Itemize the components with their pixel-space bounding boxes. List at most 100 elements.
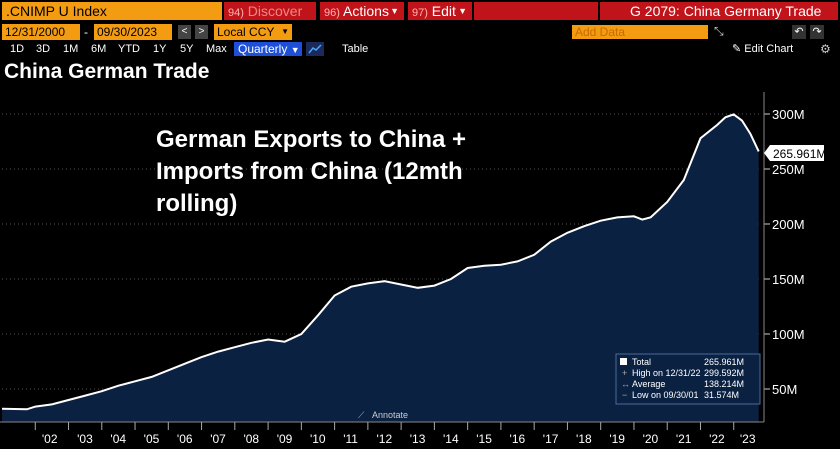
range-dash: - xyxy=(84,25,88,39)
x-tick-label: '08 xyxy=(243,432,259,446)
x-tick-label: '15 xyxy=(476,432,492,446)
last-value-tag-shape xyxy=(764,145,824,161)
period-1m[interactable]: 1M xyxy=(63,43,79,55)
annotate-label: Annotate xyxy=(372,410,408,420)
add-data-input[interactable]: Add Data xyxy=(572,25,708,39)
legend-value-total: 265.961M xyxy=(704,357,744,367)
currency-select[interactable]: Local CCY ▼ xyxy=(214,24,292,40)
x-axis: '02 '03 '04 '05 '06 '07 '08 '09 '10 '11 '12 '13 '14 '… xyxy=(0,421,764,446)
x-tick-label: '12 xyxy=(376,432,392,446)
annotation-line-2: Imports from China (12mth xyxy=(156,158,463,185)
period-1y[interactable]: 1Y xyxy=(153,43,167,55)
frequency-caret-icon: ▼ xyxy=(290,45,300,55)
annotate-icon: ⟋ xyxy=(358,410,365,420)
annotation-line-1: German Exports to China + xyxy=(156,126,466,153)
legend-label-high: High on 12/31/22 xyxy=(632,368,701,378)
frequency-value: Quarterly xyxy=(238,42,288,56)
y-tick-label: 200M xyxy=(772,217,805,232)
x-tick-label: '11 xyxy=(343,432,358,446)
y-axis: 50M 100M 150M 200M 250M 300M xyxy=(763,92,805,422)
period-1d[interactable]: 1D xyxy=(10,43,25,55)
x-tick-label: '06 xyxy=(177,432,193,446)
x-tick-label: '13 xyxy=(410,432,426,446)
legend-average-icon: ↔ xyxy=(621,379,630,389)
edit-label: Edit xyxy=(431,3,456,19)
y-tick-label: 300M xyxy=(772,107,805,122)
x-tick-label: '20 xyxy=(643,432,659,446)
x-tick-label: '09 xyxy=(277,432,293,446)
command-bar: .CNIMP U Index 94) Discover 96) Actions … xyxy=(0,0,840,22)
actions-shortcut: 96) xyxy=(324,7,340,19)
series-line xyxy=(1,113,760,411)
start-date-input[interactable]: 12/31/2000 xyxy=(2,24,80,40)
table-button[interactable]: Table xyxy=(342,43,369,55)
period-5y[interactable]: 5Y xyxy=(180,43,194,55)
edit-chart-button[interactable]: ✎ Edit Chart xyxy=(732,42,793,56)
legend-value-high: 299.592M xyxy=(704,368,744,378)
x-tick-label: '07 xyxy=(210,432,226,446)
discover-button[interactable]: 94) Discover xyxy=(224,2,316,20)
legend-swatch xyxy=(620,358,627,365)
last-value-tag: 265.961M xyxy=(764,145,826,161)
legend-low-icon: − xyxy=(622,390,627,400)
x-tick-label: '02 xyxy=(42,432,58,446)
x-tick-label: '19 xyxy=(609,432,625,446)
period-max[interactable]: Max xyxy=(206,43,227,55)
actions-caret-icon: ▼ xyxy=(390,6,399,16)
period-bar: 1D 3D 1M 6M YTD 1Y 5Y Max Quarterly ▼ Ta… xyxy=(0,42,840,56)
ticker-input[interactable]: .CNIMP U Index xyxy=(2,2,222,20)
expand-icon[interactable]: ⤡ xyxy=(714,24,724,38)
pencil-icon: ✎ xyxy=(732,43,742,55)
edit-caret-icon: ▼ xyxy=(458,6,467,16)
x-tick-label: '04 xyxy=(110,432,126,446)
chart-annotation[interactable]: German Exports to China + Imports from C… xyxy=(156,126,466,217)
frequency-select[interactable]: Quarterly ▼ xyxy=(234,42,302,56)
legend-label-average: Average xyxy=(632,379,665,389)
edit-shortcut: 97) xyxy=(412,7,428,19)
discover-shortcut: 94) xyxy=(228,7,244,19)
last-value-label: 265.961M xyxy=(773,147,826,161)
x-tick-label: '17 xyxy=(543,432,559,446)
actions-button[interactable]: 96) Actions ▼ xyxy=(320,2,404,20)
currency-value: Local CCY xyxy=(217,25,275,39)
x-tick-label: '21 xyxy=(676,432,692,446)
x-tick-label: '23 xyxy=(740,432,756,446)
x-tick-label: '14 xyxy=(443,432,459,446)
date-range-bar: 12/31/2000 - 09/30/2023 < > Local CCY ▼ … xyxy=(0,24,840,40)
legend-high-icon: + xyxy=(622,368,627,378)
y-tick-label: 50M xyxy=(772,382,797,397)
prev-period-icon[interactable]: < xyxy=(178,25,191,39)
command-spacer xyxy=(474,2,598,20)
end-date-input[interactable]: 09/30/2023 xyxy=(94,24,172,40)
x-tick-label: '16 xyxy=(510,432,526,446)
legend-label-low: Low on 09/30/01 xyxy=(632,390,699,400)
undo-icon[interactable]: ↶ xyxy=(792,25,806,39)
x-tick-label: '03 xyxy=(77,432,93,446)
annotation-line-3: rolling) xyxy=(156,190,237,217)
x-tick-label: '22 xyxy=(709,432,725,446)
y-tick-label: 150M xyxy=(772,272,805,287)
actions-label: Actions xyxy=(343,3,389,19)
x-tick-label: '05 xyxy=(144,432,160,446)
currency-caret-icon: ▼ xyxy=(281,27,289,36)
redo-icon[interactable]: ↷ xyxy=(810,25,824,39)
legend-box[interactable]: Total 265.961M + High on 12/31/22 299.59… xyxy=(615,353,761,405)
gear-icon[interactable]: ⚙ xyxy=(820,42,831,56)
function-title: G 2079: China Germany Trade xyxy=(600,2,838,20)
edit-button[interactable]: 97) Edit ▼ xyxy=(408,2,472,20)
legend-frame xyxy=(615,353,761,405)
period-3d[interactable]: 3D xyxy=(36,43,51,55)
legend-value-average: 138.214M xyxy=(704,379,744,389)
discover-label: Discover xyxy=(247,3,303,19)
line-chart-icon[interactable] xyxy=(306,42,324,56)
period-6m[interactable]: 6M xyxy=(91,43,107,55)
x-tick-label: '10 xyxy=(310,432,326,446)
y-tick-label: 250M xyxy=(772,162,805,177)
next-period-icon[interactable]: > xyxy=(195,25,208,39)
annotate-button[interactable]: ⟋ Annotate xyxy=(358,410,408,420)
x-tick-label: '18 xyxy=(576,432,592,446)
edit-chart-label: Edit Chart xyxy=(744,43,794,55)
y-tick-label: 100M xyxy=(772,327,805,342)
period-ytd[interactable]: YTD xyxy=(118,43,140,55)
